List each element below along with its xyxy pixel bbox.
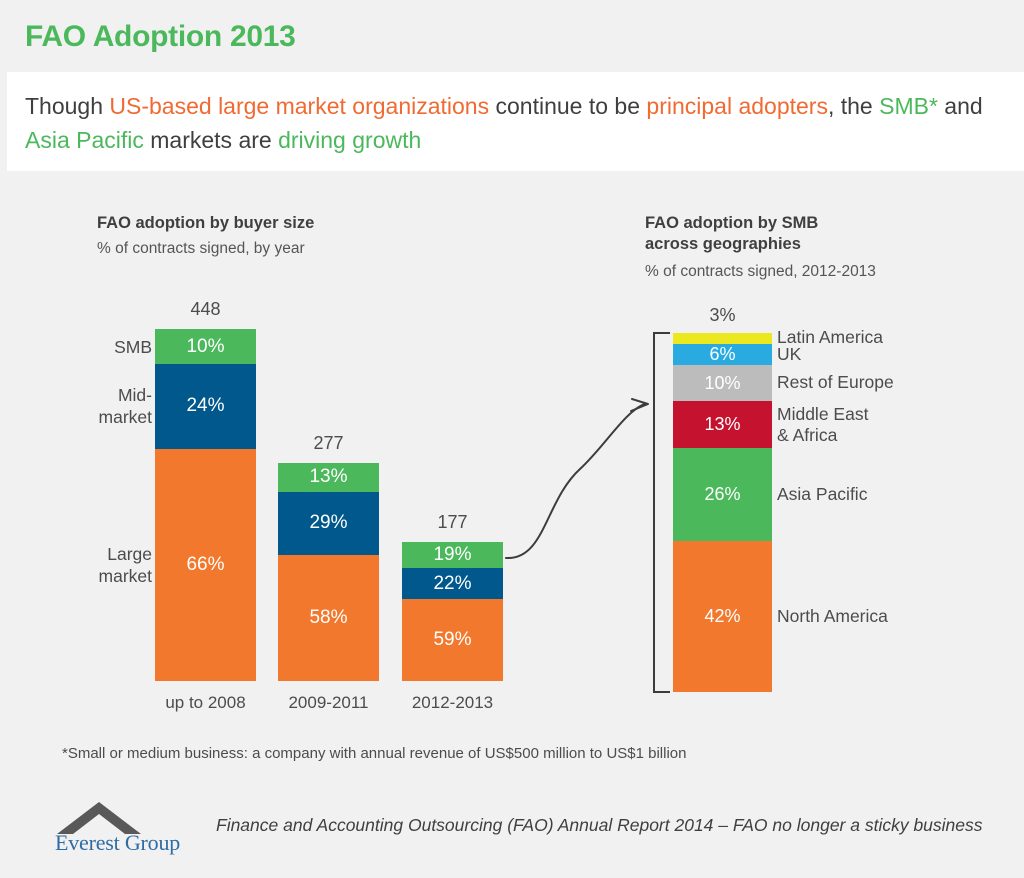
right-chart-title: FAO adoption by SMB across geographies bbox=[645, 214, 819, 253]
smb-segment-asia-pacific[interactable]: 26% bbox=[673, 447, 772, 542]
bar-stack[interactable]: 13% 29% 58% bbox=[278, 463, 379, 681]
smb-legend-north-america: North America bbox=[777, 605, 888, 626]
left-chart-title: FAO adoption by buyer size bbox=[97, 214, 315, 232]
footnote: *Small or medium business: a company wit… bbox=[62, 745, 687, 762]
headline-part-4: , the bbox=[827, 93, 880, 119]
smb-segment-middle-east[interactable]: 13% bbox=[673, 401, 772, 448]
headline-part-0: Though bbox=[25, 93, 110, 119]
chart-area: FAO adoption by buyer size % of contract… bbox=[0, 171, 1024, 878]
connector-overlay bbox=[505, 332, 670, 693]
logo-wordmark: Everest Group bbox=[55, 830, 181, 855]
smb-legend-uk: UK bbox=[777, 343, 802, 364]
bar-segment[interactable]: 19% bbox=[402, 541, 503, 569]
bar-total-label: 177 bbox=[437, 511, 468, 532]
headline-part-8: markets are bbox=[143, 127, 279, 153]
mountain-peak-icon bbox=[57, 802, 141, 834]
connector-arrow-head bbox=[630, 398, 649, 412]
headline-text: Though US-based large market organizatio… bbox=[25, 89, 1010, 157]
smb-bracket bbox=[653, 332, 670, 693]
series-label-mid-market: Mid- market bbox=[98, 385, 152, 428]
source-citation: Finance and Accounting Outsourcing (FAO)… bbox=[216, 815, 983, 835]
headline-part-5: SMB* bbox=[879, 93, 938, 119]
headline-part-9: driving growth bbox=[278, 127, 422, 153]
smb-segment-latin-america[interactable] bbox=[673, 333, 772, 344]
bar-stack[interactable]: 19% 22% 59% bbox=[402, 541, 503, 681]
bar-segment[interactable]: 29% bbox=[278, 491, 379, 555]
headline-band: Though US-based large market organizatio… bbox=[7, 72, 1024, 171]
bar-x-label: up to 2008 bbox=[165, 693, 246, 712]
connector-arrow-curve bbox=[505, 403, 646, 560]
chart-buyer-size: FAO adoption by buyer size % of contract… bbox=[0, 171, 560, 731]
series-label-large-market: Large market bbox=[98, 543, 152, 586]
series-label-smb: SMB bbox=[114, 336, 152, 357]
smb-legend-asia-pacific: Asia Pacific bbox=[777, 483, 868, 504]
bar-total-label: 448 bbox=[190, 299, 221, 319]
smb-segment-uk[interactable]: 6% bbox=[673, 343, 772, 366]
right-chart-subtitle: % of contracts signed, 2012-2013 bbox=[645, 263, 876, 280]
title-bar: FAO Adoption 2013 bbox=[0, 0, 1024, 72]
smb-legend-latin-america: Latin America bbox=[777, 327, 884, 348]
bar-segment[interactable]: 22% bbox=[402, 568, 503, 599]
headline-part-7: Asia Pacific bbox=[25, 127, 144, 153]
bar-total-label: 277 bbox=[313, 433, 344, 454]
smb-legend-rest-of-europe: Rest of Europe bbox=[777, 372, 894, 393]
smb-segment-north-america[interactable]: 42% bbox=[673, 541, 772, 692]
everest-group-logo: Everest Group bbox=[55, 800, 215, 862]
bar-segment[interactable]: 10% bbox=[155, 329, 256, 365]
bar-segment[interactable]: 66% bbox=[155, 448, 256, 681]
headline-part-6: and bbox=[937, 93, 983, 119]
page-title: FAO Adoption 2013 bbox=[25, 20, 296, 53]
left-chart-subtitle: % of contracts signed, by year bbox=[97, 240, 305, 257]
bar-x-label: 2009-2011 bbox=[288, 693, 369, 712]
smb-segment-rest-of-europe[interactable]: 10% bbox=[673, 365, 772, 402]
smb-stacked-bar: 6% 10% 13% 26% 42% bbox=[673, 333, 772, 692]
bar-segment[interactable]: 59% bbox=[402, 598, 503, 681]
smb-legend-middle-east: Middle East & Africa bbox=[777, 403, 869, 445]
headline-part-2: continue to be bbox=[489, 93, 647, 119]
bar-segment[interactable]: 58% bbox=[278, 554, 379, 681]
bar-segment[interactable]: 13% bbox=[278, 463, 379, 492]
headline-part-3: principal adopters bbox=[646, 93, 828, 119]
headline-part-1: US-based large market organizations bbox=[109, 93, 490, 119]
bar-segment[interactable]: 24% bbox=[155, 364, 256, 449]
bar-x-label: 2012-2013 bbox=[411, 693, 494, 712]
chart-smb-geographies: FAO adoption by SMB across geographies %… bbox=[0, 171, 1024, 731]
smb-top-segment-label: 3% bbox=[709, 305, 736, 325]
bar-stack[interactable]: 10% 24% 66% bbox=[155, 329, 256, 681]
